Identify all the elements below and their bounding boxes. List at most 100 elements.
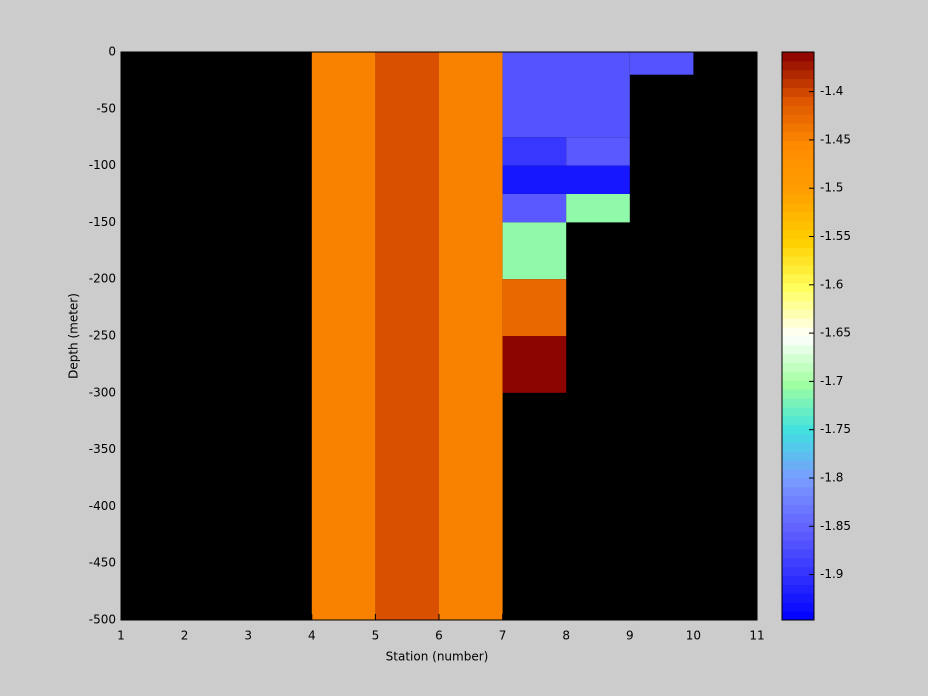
colorbar-tick-label: -1.8 (820, 471, 843, 485)
heatmap-cell (502, 222, 567, 280)
colorbar-swatch (782, 194, 814, 204)
colorbar-swatch (782, 300, 814, 310)
heatmap-cell (629, 52, 694, 75)
x-tick-label: 5 (372, 629, 380, 643)
y-tick-label: -100 (89, 158, 116, 172)
colorbar-swatch (782, 131, 814, 142)
x-tick-label: 6 (435, 629, 443, 643)
y-tick-label: -250 (89, 329, 116, 343)
colorbar-swatch (782, 256, 814, 266)
x-tick-label: 8 (562, 629, 570, 643)
colorbar-swatch (782, 566, 814, 577)
x-tick-label: 10 (686, 629, 701, 643)
colorbar-swatch (782, 486, 814, 497)
colorbar-swatch (782, 460, 814, 470)
colorbar-swatch (782, 531, 814, 541)
x-axis-label: Station (number) (386, 650, 489, 664)
y-tick-label: -450 (89, 556, 116, 570)
x-tick-label: 7 (499, 629, 507, 643)
heatmap-cell (566, 194, 630, 223)
colorbar-swatch (782, 469, 814, 479)
y-tick-label: -300 (89, 385, 116, 399)
x-tick-label: 1 (117, 629, 125, 643)
colorbar-swatch (782, 336, 814, 346)
colorbar-swatch (782, 513, 814, 523)
colorbar-swatch (782, 353, 814, 364)
y-tick-label: 0 (108, 45, 116, 59)
heatmap-cell (311, 52, 376, 620)
colorbar-swatch (782, 211, 814, 222)
colorbar-swatch (782, 60, 814, 71)
colorbar-swatch (782, 265, 814, 275)
heatmap-cell (375, 52, 439, 620)
colorbar-swatch (782, 602, 814, 612)
colorbar-swatch (782, 362, 814, 372)
colorbar-swatch (782, 149, 814, 159)
colorbar-tick-label: -1.85 (820, 519, 851, 533)
colorbar-swatch (782, 415, 814, 426)
colorbar-swatch (782, 327, 814, 337)
colorbar-swatch (782, 291, 814, 301)
colorbar-swatch (782, 584, 814, 594)
colorbar-swatch (782, 380, 814, 390)
colorbar-swatch (782, 495, 814, 506)
colorbar-swatch (782, 282, 814, 293)
colorbar-swatch (782, 389, 814, 399)
heatmap-cell (502, 279, 567, 336)
colorbar-swatch (782, 96, 814, 106)
colorbar-swatch (782, 478, 814, 488)
colorbar-tick-label: -1.9 (820, 567, 843, 581)
colorbar-tick-label: -1.55 (820, 229, 851, 243)
colorbar-tick-label: -1.75 (820, 422, 851, 436)
heatmap-cell (502, 194, 567, 223)
colorbar-tick-label: -1.45 (820, 132, 851, 146)
colorbar-swatch (782, 114, 814, 124)
colorbar-swatch (782, 167, 814, 177)
colorbar-swatch (782, 202, 814, 213)
colorbar-tick-label: -1.4 (820, 84, 843, 98)
colorbar-swatch (782, 78, 814, 88)
heatmap-cell (566, 137, 630, 166)
colorbar-swatch (782, 220, 814, 230)
colorbar-swatch (782, 238, 814, 248)
colorbar-swatch (782, 247, 814, 257)
colorbar-swatch (782, 69, 814, 80)
colorbar-swatch (782, 504, 814, 514)
colorbar-swatch (782, 575, 814, 585)
colorbar-swatch (782, 611, 814, 621)
colorbar-swatch (782, 451, 814, 461)
y-tick-label: -150 (89, 215, 116, 229)
colorbar-swatch (782, 273, 814, 284)
colorbar-swatch (782, 407, 814, 417)
heatmap-cell (502, 336, 567, 393)
colorbar-tick-label: -1.5 (820, 181, 843, 195)
heatmap-cell (502, 137, 567, 166)
colorbar-frame (781, 51, 815, 621)
colorbar-swatch (782, 344, 814, 355)
x-tick-label: 11 (749, 629, 764, 643)
y-tick-label: -500 (89, 613, 116, 627)
colorbar-swatch (782, 229, 814, 239)
colorbar-swatch (782, 140, 814, 151)
x-tick-label: 3 (244, 629, 252, 643)
colorbar-swatch (782, 309, 814, 319)
y-tick-label: -200 (89, 272, 116, 286)
colorbar-swatch (782, 424, 814, 435)
colorbar-swatch (782, 522, 814, 532)
colorbar-swatch (782, 549, 814, 559)
colorbar-swatch (782, 52, 814, 62)
colorbar-swatch (782, 176, 814, 186)
heatmap-cell (502, 52, 630, 138)
colorbar-swatch (782, 398, 814, 408)
heatmap-cell (502, 165, 630, 194)
colorbar-swatch (782, 318, 814, 328)
y-tick-label: -350 (89, 442, 116, 456)
y-tick-label: -50 (96, 101, 116, 115)
x-tick-label: 4 (308, 629, 316, 643)
colorbar-swatch (782, 371, 814, 381)
colorbar-swatch (782, 158, 814, 168)
colorbar-swatch (782, 105, 814, 115)
colorbar-swatch (782, 557, 814, 568)
